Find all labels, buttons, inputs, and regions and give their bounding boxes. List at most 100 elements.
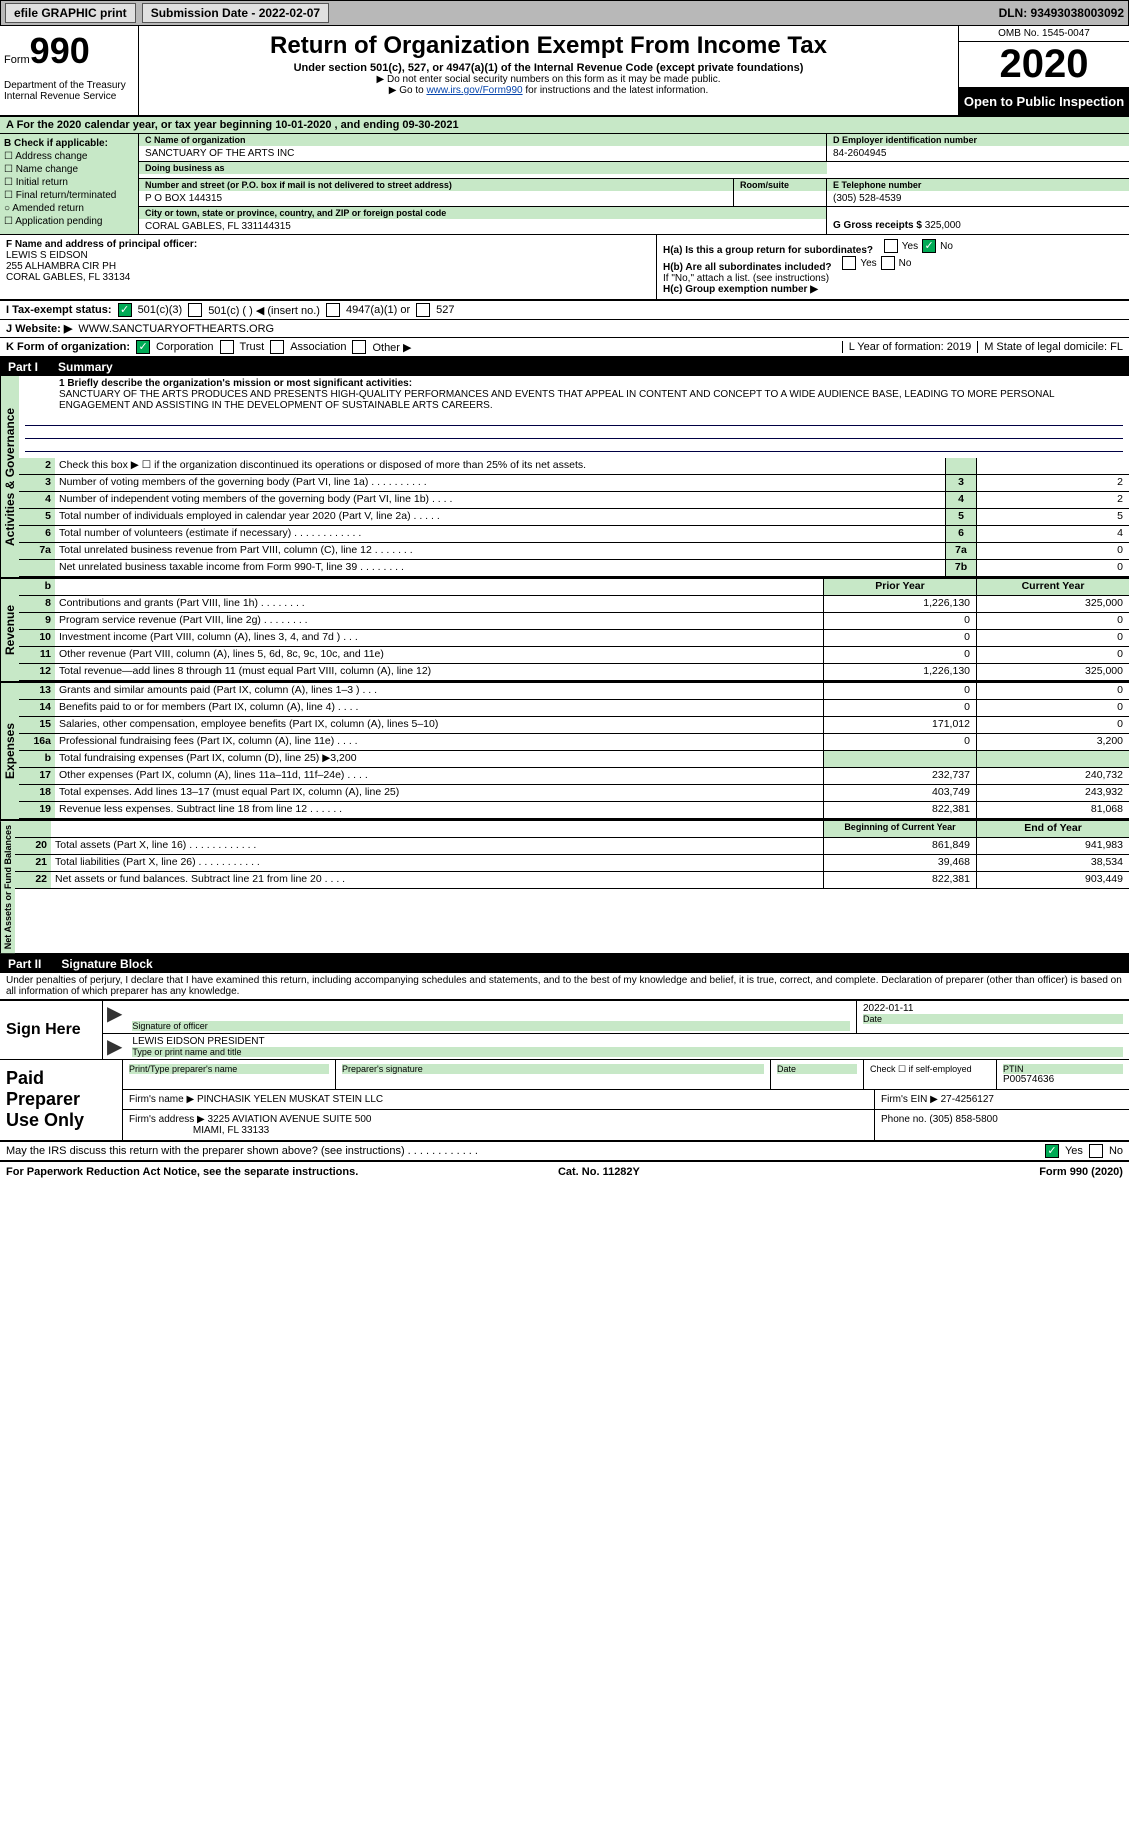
data-row: 11 Other revenue (Part VIII, column (A),…: [19, 647, 1129, 664]
prep-date-label: Date: [777, 1064, 857, 1074]
row-text: Total number of individuals employed in …: [55, 509, 945, 525]
net-assets-section: Net Assets or Fund Balances Beginning of…: [0, 821, 1129, 955]
row-text: Total fundraising expenses (Part IX, col…: [55, 751, 823, 767]
ein-value: 84-2604945: [833, 148, 886, 159]
submission-date-button[interactable]: Submission Date - 2022-02-07: [142, 3, 329, 23]
declaration-text: Under penalties of perjury, I declare th…: [0, 973, 1129, 999]
discuss-no[interactable]: [1089, 1144, 1103, 1158]
gov-row: 4 Number of independent voting members o…: [19, 492, 1129, 509]
row-num: 2: [19, 458, 55, 474]
open-to-public: Open to Public Inspection: [959, 88, 1129, 115]
prior-value: 0: [823, 683, 976, 699]
two-col-header: b Prior Year Current Year: [19, 579, 1129, 596]
chk-501c[interactable]: [188, 303, 202, 317]
vtab-expenses: Expenses: [0, 683, 19, 819]
chk-4947[interactable]: [326, 303, 340, 317]
current-value: 0: [976, 683, 1129, 699]
prior-value: 822,381: [823, 802, 976, 818]
chk-address-change[interactable]: ☐ Address change: [4, 151, 134, 162]
efile-print-button[interactable]: efile GRAPHIC print: [5, 3, 136, 23]
current-value: 3,200: [976, 734, 1129, 750]
self-employed-label: Check ☐ if self-employed: [870, 1064, 972, 1074]
firm-addr2: MIAMI, FL 33133: [193, 1125, 269, 1136]
arrow-icon: ▶: [103, 1034, 126, 1059]
data-row: 16a Professional fundraising fees (Part …: [19, 734, 1129, 751]
ha-yes[interactable]: [884, 239, 898, 253]
form-number: 990: [30, 30, 90, 71]
prior-value: 822,381: [823, 872, 976, 888]
row-text: Check this box ▶ ☐ if the organization d…: [55, 458, 945, 474]
prior-value: 0: [823, 613, 976, 629]
chk-name-change[interactable]: ☐ Name change: [4, 164, 134, 175]
chk-amended[interactable]: ○ Amended return: [4, 203, 134, 214]
gross-receipts: 325,000: [925, 220, 961, 231]
footer-form: Form 990 (2020): [1039, 1166, 1123, 1178]
prior-value: 861,849: [823, 838, 976, 854]
box-c-label: C Name of organization: [139, 134, 826, 146]
row-text: Contributions and grants (Part VIII, lin…: [55, 596, 823, 612]
row-num: 13: [19, 683, 55, 699]
current-value: 325,000: [976, 596, 1129, 612]
chk-501c3[interactable]: ✓: [118, 303, 132, 317]
chk-corp[interactable]: ✓: [136, 340, 150, 354]
section-b-to-g: B Check if applicable: ☐ Address change …: [0, 134, 1129, 235]
row-value: 5: [976, 509, 1129, 525]
data-row: 21 Total liabilities (Part X, line 26) .…: [15, 855, 1129, 872]
section-f-h: F Name and address of principal officer:…: [0, 235, 1129, 300]
box-b-label: B Check if applicable:: [4, 138, 108, 149]
officer-name: LEWIS S EIDSON: [6, 250, 88, 261]
row-i: I Tax-exempt status: ✓501(c)(3) 501(c) (…: [0, 300, 1129, 320]
chk-527[interactable]: [416, 303, 430, 317]
state-domicile: M State of legal domicile: FL: [977, 341, 1123, 353]
row-j-label: J Website: ▶: [6, 322, 72, 335]
part-2-header: Part II Signature Block: [0, 955, 1129, 973]
current-value: 38,534: [976, 855, 1129, 871]
row-text: Professional fundraising fees (Part IX, …: [55, 734, 823, 750]
col-c-to-g: C Name of organization SANCTUARY OF THE …: [139, 134, 1129, 234]
part-1-title: Summary: [58, 360, 113, 374]
current-value: 81,068: [976, 802, 1129, 818]
chk-initial-return[interactable]: ☐ Initial return: [4, 177, 134, 188]
discuss-yes[interactable]: ✓: [1045, 1144, 1059, 1158]
row-text: Total expenses. Add lines 13–17 (must eq…: [55, 785, 823, 801]
row-text: Net assets or fund balances. Subtract li…: [51, 872, 823, 888]
irs-link[interactable]: www.irs.gov/Form990: [426, 85, 522, 96]
row-text: Investment income (Part VIII, column (A)…: [55, 630, 823, 646]
row-num: b: [19, 751, 55, 767]
prior-value: 0: [823, 734, 976, 750]
firm-name-label: Firm's name ▶: [129, 1094, 194, 1105]
chk-trust[interactable]: [220, 340, 234, 354]
discuss-text: May the IRS discuss this return with the…: [6, 1145, 478, 1157]
ptin-value: P00574636: [1003, 1074, 1054, 1085]
row-text: Total unrelated business revenue from Pa…: [55, 543, 945, 559]
h-a-row: H(a) Is this a group return for subordin…: [663, 239, 1123, 256]
row-box: 3: [945, 475, 976, 491]
sign-date: 2022-01-11: [863, 1003, 913, 1014]
activities-governance-section: Activities & Governance 1 Briefly descri…: [0, 376, 1129, 579]
hb-no[interactable]: [881, 256, 895, 270]
chk-other[interactable]: [352, 340, 366, 354]
box-b: B Check if applicable: ☐ Address change …: [0, 134, 139, 234]
phone-value: (305) 528-4539: [833, 193, 901, 204]
na-header: Beginning of Current Year End of Year: [15, 821, 1129, 838]
row-num: 7a: [19, 543, 55, 559]
chk-app-pending[interactable]: ☐ Application pending: [4, 216, 134, 227]
chk-assoc[interactable]: [270, 340, 284, 354]
current-value: 0: [976, 647, 1129, 663]
data-row: 18 Total expenses. Add lines 13–17 (must…: [19, 785, 1129, 802]
hb-yes[interactable]: [842, 256, 856, 270]
firm-phone-label: Phone no.: [881, 1114, 927, 1125]
current-value: 325,000: [976, 664, 1129, 680]
title-block: Return of Organization Exempt From Incom…: [139, 26, 958, 115]
row-num: 10: [19, 630, 55, 646]
box-g-label: G Gross receipts $: [833, 220, 922, 231]
chk-final-return[interactable]: ☐ Final return/terminated: [4, 190, 134, 201]
room-label: Room/suite: [734, 179, 826, 191]
current-year-hdr: Current Year: [976, 579, 1129, 595]
data-row: 17 Other expenses (Part IX, column (A), …: [19, 768, 1129, 785]
dln-label: DLN: 93493038003092: [999, 6, 1124, 20]
ptin-label: PTIN: [1003, 1064, 1123, 1074]
ha-no[interactable]: ✓: [922, 239, 936, 253]
box-h: H(a) Is this a group return for subordin…: [657, 235, 1129, 299]
firm-addr-label: Firm's address ▶: [129, 1114, 205, 1125]
